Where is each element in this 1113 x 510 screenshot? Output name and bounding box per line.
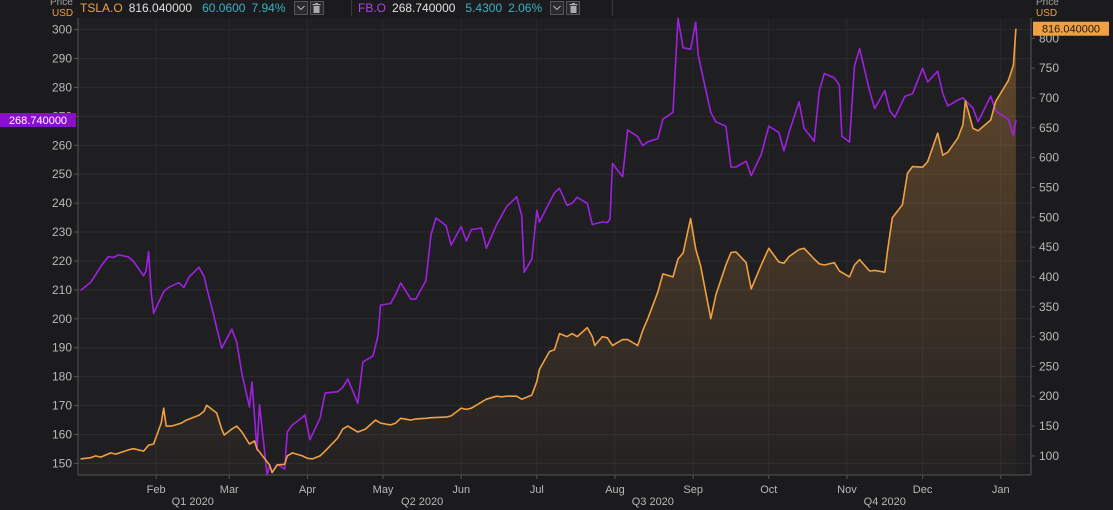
legend-fb-last: 268.740000 xyxy=(392,1,456,15)
left-tick-label: 180 xyxy=(52,370,72,384)
left-tick-label: 280 xyxy=(52,80,72,94)
legend-fb: FB.O 268.740000 5.4300 2.06% xyxy=(358,0,613,16)
legend-fb-name: FB.O xyxy=(358,1,387,15)
left-tick-label: 230 xyxy=(52,225,72,239)
legend-tsla-last: 816.040000 xyxy=(128,1,193,15)
right-tick-label: 300 xyxy=(1039,330,1059,344)
month-tick-label: Jun xyxy=(452,484,470,496)
left-tick-label: 160 xyxy=(52,428,72,442)
month-tick-label: Aug xyxy=(605,484,625,496)
left-axis: 1501601701801902002102202302402502602702… xyxy=(52,18,79,475)
month-tick-label: Feb xyxy=(147,484,166,496)
right-tick-label: 100 xyxy=(1039,449,1059,463)
tsla-area xyxy=(80,28,1016,475)
month-tick-label: Oct xyxy=(760,484,777,496)
left-tick-label: 150 xyxy=(52,456,72,470)
legend-tsla-pct: 7.94% xyxy=(251,1,286,15)
right-tick-label: 700 xyxy=(1039,91,1059,105)
tsla-series-line[interactable] xyxy=(80,28,1017,474)
right-tick-label: 500 xyxy=(1039,210,1059,224)
fb-last-price-marker xyxy=(0,112,76,127)
month-tick-label: Dec xyxy=(913,484,933,496)
right-tick-label: 250 xyxy=(1039,359,1059,373)
tsla-last-price-label: 816.040000 xyxy=(1042,24,1100,36)
left-axis-label: Price xyxy=(50,0,73,8)
left-tick-label: 260 xyxy=(52,138,72,152)
left-tick-label: 240 xyxy=(52,196,72,210)
right-axis-unit: USD xyxy=(1036,8,1058,19)
left-tick-label: 220 xyxy=(52,254,72,268)
right-tick-label: 400 xyxy=(1039,270,1059,284)
right-tick-label: 350 xyxy=(1039,300,1059,314)
legend-tsla-change: 60.0600 xyxy=(202,1,246,15)
legend-fb-pct: 2.06% xyxy=(508,1,543,15)
fb-last-price-label: 268.740000 xyxy=(9,115,67,127)
month-tick-label: Nov xyxy=(837,484,857,496)
grid xyxy=(78,18,1031,475)
fb-series-line[interactable] xyxy=(79,17,1017,476)
right-axis-label: Price xyxy=(1036,0,1059,8)
left-tick-label: 250 xyxy=(52,167,72,181)
right-tick-label: 550 xyxy=(1039,180,1059,194)
right-axis: 100 150 200 250 300 350 400 450 500 550 600 650 700 7… xyxy=(1030,18,1059,475)
right-tick-label: 750 xyxy=(1039,61,1059,75)
month-tick-label: Jan xyxy=(992,484,1010,496)
legend-tsla: TSLA.O 816.040000 60.0600 7.94% xyxy=(80,0,352,16)
left-tick-label: 190 xyxy=(52,341,72,355)
tsla-last-price-marker xyxy=(1033,21,1109,36)
left-axis-unit: USD xyxy=(52,8,74,19)
month-tick-label: Apr xyxy=(299,484,316,496)
month-tick-label: Jul xyxy=(530,484,544,496)
left-tick-label: 300 xyxy=(52,23,72,37)
right-tick-label: 600 xyxy=(1039,151,1059,165)
quarter-tick-label: Q1 2020 xyxy=(172,496,214,508)
trash-icon[interactable] xyxy=(566,1,581,15)
right-tick-label: 200 xyxy=(1039,389,1059,403)
x-axis: Feb Mar Apr May Jun Jul Aug Sep Oct Nov Dec Jan Q1 2… xyxy=(78,474,1031,508)
left-tick-label: 210 xyxy=(52,283,72,297)
month-tick-label: Sep xyxy=(683,484,703,496)
quarter-tick-label: Q2 2020 xyxy=(401,496,443,508)
month-tick-label: May xyxy=(373,484,394,496)
chevron-down-icon[interactable] xyxy=(550,1,565,15)
month-tick-label: Mar xyxy=(220,484,239,496)
quarter-tick-label: Q3 2020 xyxy=(632,496,674,508)
left-tick-label: 290 xyxy=(52,51,72,65)
quarter-tick-label: Q4 2020 xyxy=(864,496,906,508)
legend-fb-change: 5.4300 xyxy=(465,1,503,15)
right-tick-label: 650 xyxy=(1039,121,1059,135)
chevron-down-icon[interactable] xyxy=(293,1,308,15)
legend-tsla-name: TSLA.O xyxy=(80,1,123,15)
left-tick-label: 170 xyxy=(52,399,72,413)
trash-icon[interactable] xyxy=(309,1,324,15)
right-tick-label: 150 xyxy=(1039,419,1059,433)
left-tick-label: 200 xyxy=(52,312,72,326)
right-tick-label: 450 xyxy=(1039,240,1059,254)
